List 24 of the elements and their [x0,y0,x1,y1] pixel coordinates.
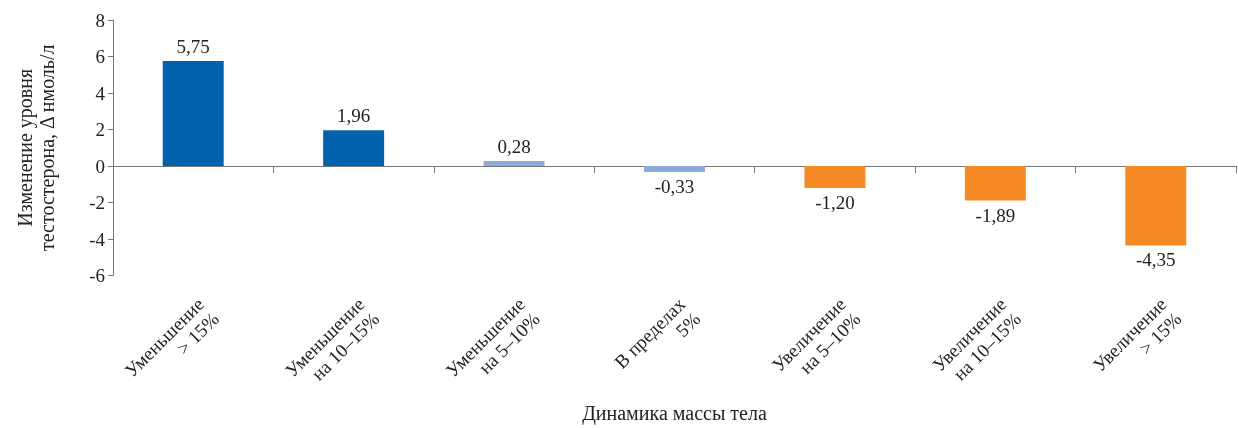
x-axis-title: Динамика массы тела [582,402,767,425]
data-label: 5,75 [176,36,210,58]
bar [804,166,866,188]
data-label: -0,33 [654,176,695,198]
y-tick-label: 4 [95,82,106,104]
bar [323,130,385,167]
y-tick-label: 6 [95,46,105,67]
y-tick-label: 0 [95,155,105,177]
y-tick-label: -2 [89,192,105,214]
y-axis-title: Изменение уровня тестостерона, Δ нмоль/л [14,44,59,252]
bar [1125,166,1187,246]
data-label: -1,89 [975,204,1016,226]
y-tick-label: -4 [89,228,106,250]
bar [483,160,545,167]
bar [644,166,705,173]
bar [964,166,1026,201]
data-label: -1,20 [815,191,855,213]
bar [162,61,224,167]
data-label: -4,35 [1136,249,1176,271]
y-tick-label: 2 [95,119,105,141]
data-label: 0,28 [497,135,531,157]
y-tick-label: 8 [95,9,105,31]
y-tick-label: -6 [89,265,105,287]
data-label: 1,96 [337,105,371,127]
